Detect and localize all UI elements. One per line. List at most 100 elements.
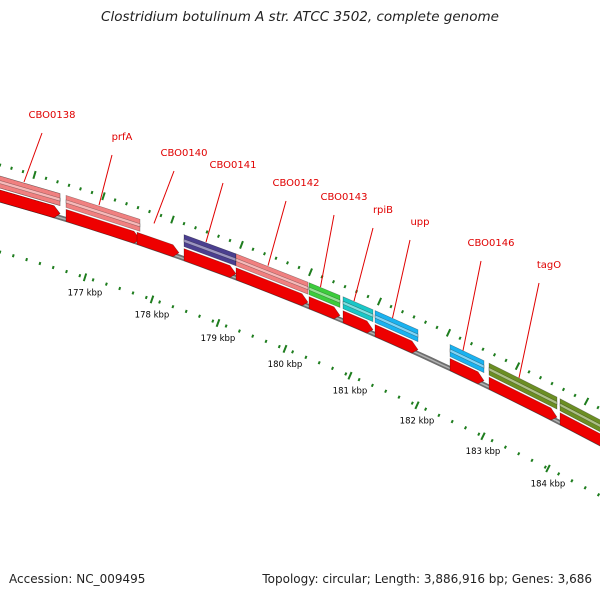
scale-tick [277, 344, 281, 349]
scale-tick [543, 465, 547, 469]
outer-tick [400, 309, 405, 314]
scale-tick [370, 383, 374, 388]
outer-tick [583, 397, 590, 406]
scale-tick [317, 361, 321, 365]
scale-major-tick [545, 464, 551, 473]
outer-tick [148, 209, 151, 214]
gene-cbo0142-callout-line [267, 200, 287, 266]
gene-prfa-feature [65, 194, 141, 232]
backbone [0, 197, 600, 447]
scale-label: 177 kbp [68, 288, 103, 298]
gene-cbo0146-feature [449, 344, 485, 374]
gene-cbo0146-cds-arrow [449, 358, 485, 385]
gene-rpib-feature-shine [342, 300, 374, 318]
outer-tick [228, 238, 232, 243]
scale-tick [424, 407, 428, 411]
scale-labels: 177 kbp 178 kbp 179 kbp 180 kbp 181 kbp 182 k… [68, 288, 566, 489]
scale-tick [437, 413, 441, 418]
map-title: Clostridium botulinum A str. ATCC 3502, … [101, 9, 499, 25]
scale-tick [131, 291, 135, 295]
outer-tick [90, 190, 94, 195]
outer-tick [170, 215, 175, 224]
scale-major-tick [282, 344, 288, 353]
gene-cbo0146-callout-line [462, 260, 482, 351]
gene-rpib-cds-arrow [342, 310, 374, 334]
scale-tick [0, 250, 2, 254]
gene-cbo0141-callout-line [205, 182, 224, 243]
scale-major-tick [149, 295, 155, 304]
outer-tick [514, 362, 521, 371]
outer-tick [445, 328, 452, 337]
scale-tick [330, 366, 335, 371]
scale-tick [477, 432, 481, 436]
outer-tick [527, 370, 531, 374]
outer-tick [217, 234, 220, 238]
scale-tick [530, 458, 534, 463]
gene-cbo0141-label: CBO0141 [210, 160, 257, 171]
scale-tick [237, 329, 241, 333]
gene-rpib-feature [342, 296, 374, 323]
scale-tick [463, 426, 468, 430]
scale-tick [450, 419, 454, 424]
gene-cbo0143-feature-shine [308, 286, 341, 304]
outer-tick [79, 187, 82, 191]
gene-upp-cds-arrow [374, 324, 419, 354]
outer-tick [389, 304, 393, 309]
outer-tick [297, 265, 301, 270]
outer-tick [67, 183, 71, 188]
scale-major-tick [82, 273, 88, 282]
scale-tick [118, 286, 122, 291]
outer-tick [125, 202, 128, 206]
outer-tick [469, 341, 474, 346]
gene-tago-callout-line [518, 282, 540, 378]
genome-summary-text: Topology: circular; Length: 3,886,916 bp… [262, 572, 592, 586]
scale-tick [596, 493, 600, 497]
scale-label: 178 kbp [135, 310, 170, 320]
scale-tick [251, 334, 255, 338]
scale-tick [503, 445, 507, 449]
outer-tick [182, 221, 186, 226]
outer-tick [458, 336, 462, 341]
outer-tick [32, 170, 37, 180]
scale-tick [51, 265, 55, 270]
gene-cbo0143-label: CBO0143 [321, 192, 368, 203]
gene-partial-feature-shine [559, 402, 600, 428]
scale-tick [211, 319, 215, 323]
outer-tick [113, 198, 117, 202]
scale-tick [65, 269, 68, 274]
outer-tick [194, 226, 197, 230]
outer-tick [435, 325, 439, 330]
outer-tick [274, 256, 278, 261]
gene-upp-feature-shine [374, 314, 419, 338]
gene-cbo0140-cds-arrow [136, 231, 180, 258]
gene-rpib-callout-line [353, 227, 374, 302]
gene-partial-feature [559, 398, 600, 433]
outer-tick [331, 279, 336, 284]
cds-arrows [0, 189, 600, 446]
gene-upp-label: upp [410, 217, 429, 228]
accession-text: Accession: NC_009495 [9, 572, 146, 586]
gene-cbo0146-label: CBO0146 [468, 238, 515, 249]
gene-cbo0143-cds-arrow [308, 296, 341, 320]
gene-cbo0138-label: CBO0138 [29, 110, 76, 121]
gene-cbo0140-label: CBO0140 [161, 148, 208, 159]
scale-tick [158, 300, 162, 304]
gene-prfa-callout-line [98, 154, 113, 206]
scale-tick [78, 273, 82, 278]
outer-tick [251, 247, 255, 252]
outer-tick [343, 284, 347, 289]
gene-upp-callout-line [392, 239, 411, 319]
scale-tick [264, 339, 268, 344]
gene-cbo0143-callout-line [320, 214, 335, 288]
gene-tago-feature [488, 362, 558, 410]
gene-tago-feature-shine [488, 367, 558, 406]
outer-tick [286, 261, 289, 265]
gene-cbo0142-cds-arrow [235, 267, 309, 307]
outer-tick [550, 381, 554, 386]
gene-cbo0138-callout-line [23, 132, 43, 183]
scale-tick [517, 451, 521, 456]
gene-upp-feature [374, 310, 419, 343]
